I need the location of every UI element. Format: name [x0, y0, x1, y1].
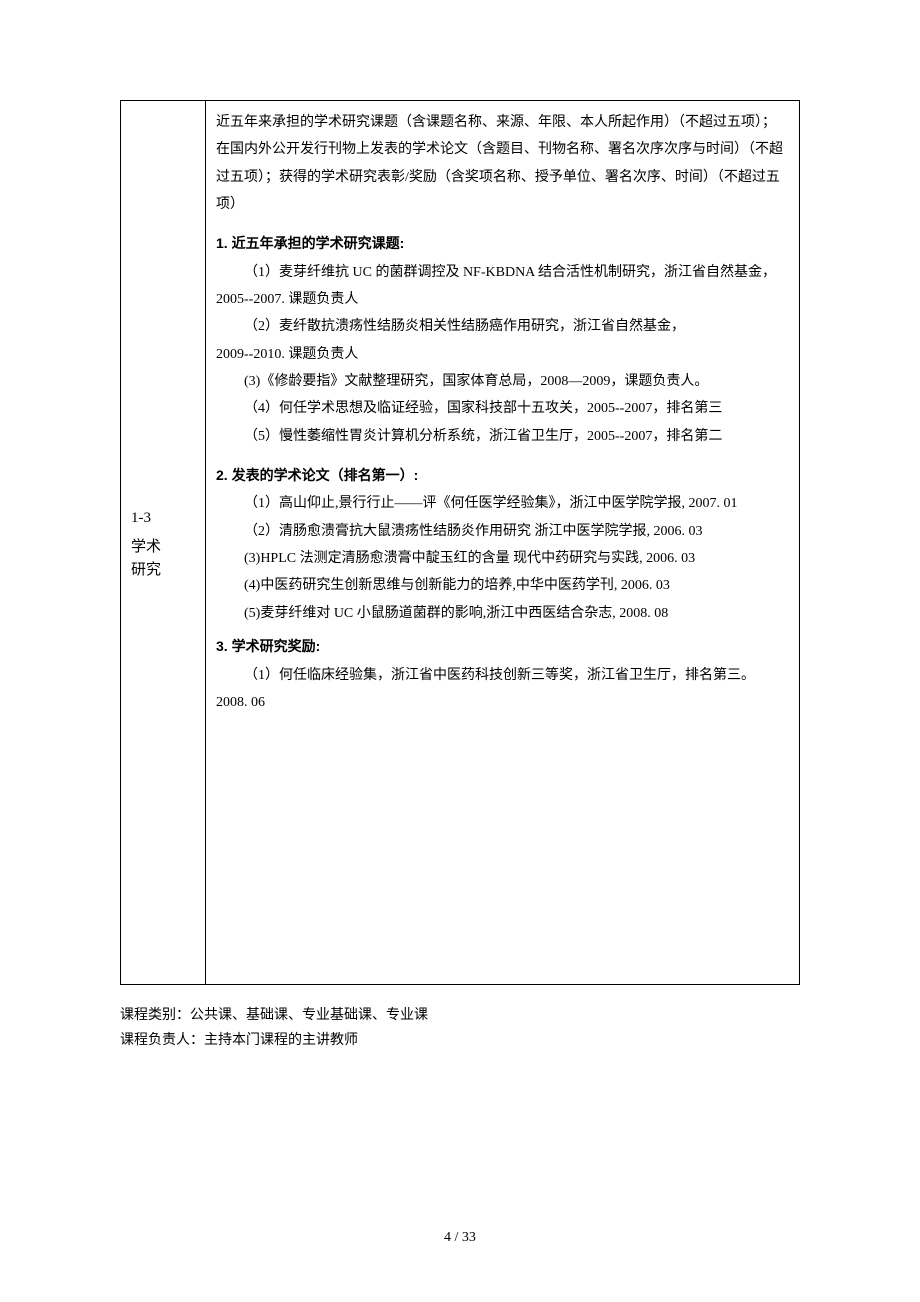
spacer	[216, 450, 789, 456]
page-number: 4 / 33	[0, 1225, 920, 1252]
content-table: 1-3 学术 研究 近五年来承担的学术研究课题（含课题名称、来源、年限、本人所起…	[120, 100, 800, 985]
research-item: （2）麦纤散抗溃疡性结肠炎相关性结肠癌作用研究，浙江省自然基金，	[216, 313, 789, 340]
section-title-line2: 研究	[131, 559, 195, 582]
award-item: 2008. 06	[216, 689, 789, 716]
section-content-cell: 近五年来承担的学术研究课题（含课题名称、来源、年限、本人所起作用）（不超过五项）…	[206, 101, 800, 985]
heading-research: 1. 近五年承担的学术研究课题:	[216, 230, 789, 257]
award-item: （1）何任临床经验集，浙江省中医药科技创新三等奖，浙江省卫生厅，排名第三。	[216, 662, 789, 689]
paper-item: （1）高山仰止,景行行止——评《何任医学经验集》，浙江中医学院学报, 2007.…	[216, 490, 789, 517]
paper-item: （2）清肠愈溃膏抗大鼠溃疡性结肠炎作用研究 浙江中医学院学报, 2006. 03	[216, 518, 789, 545]
footnotes: 课程类别：公共课、基础课、专业基础课、专业课 课程负责人：主持本门课程的主讲教师	[120, 1003, 800, 1053]
paper-item: (4)中医药研究生创新思维与创新能力的培养,中华中医药学刊, 2006. 03	[216, 572, 789, 599]
heading-papers: 2. 发表的学术论文（排名第一）:	[216, 462, 789, 489]
research-item: 2009--2010. 课题负责人	[216, 341, 789, 368]
section-number: 1-3	[131, 504, 195, 533]
section-title-line1: 学术	[131, 536, 195, 559]
heading-awards: 3. 学术研究奖励:	[216, 633, 789, 660]
paper-item: (3)HPLC 法测定清肠愈溃膏中靛玉红的含量 现代中药研究与实践, 2006.…	[216, 545, 789, 572]
research-item: （4）何任学术思想及临证经验，国家科技部十五攻关，2005--2007，排名第三	[216, 395, 789, 422]
research-item: 2005--2007. 课题负责人	[216, 286, 789, 313]
intro-paragraph: 近五年来承担的学术研究课题（含课题名称、来源、年限、本人所起作用）（不超过五项）…	[216, 109, 789, 218]
filler	[216, 716, 789, 976]
footnote-line: 课程类别：公共课、基础课、专业基础课、专业课	[120, 1003, 800, 1028]
research-item: (3)《修龄要指》文献整理研究，国家体育总局，2008—2009，课题负责人。	[216, 368, 789, 395]
research-item: （1）麦芽纤维抗 UC 的菌群调控及 NF-KBDNA 结合活性机制研究，浙江省…	[216, 259, 789, 286]
paper-item: (5)麦芽纤维对 UC 小鼠肠道菌群的影响,浙江中西医结合杂志, 2008. 0…	[216, 600, 789, 627]
section-label-cell: 1-3 学术 研究	[121, 101, 206, 985]
document-page: 1-3 学术 研究 近五年来承担的学术研究课题（含课题名称、来源、年限、本人所起…	[0, 0, 920, 1302]
research-item: （5）慢性萎缩性胃炎计算机分析系统，浙江省卫生厅，2005--2007，排名第二	[216, 423, 789, 450]
footnote-line: 课程负责人：主持本门课程的主讲教师	[120, 1028, 800, 1053]
